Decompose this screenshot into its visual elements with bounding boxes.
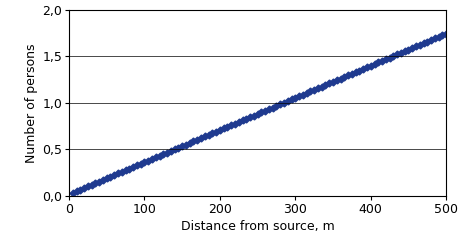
X-axis label: Distance from source, m: Distance from source, m bbox=[180, 220, 334, 233]
Y-axis label: Number of persons: Number of persons bbox=[25, 43, 38, 163]
